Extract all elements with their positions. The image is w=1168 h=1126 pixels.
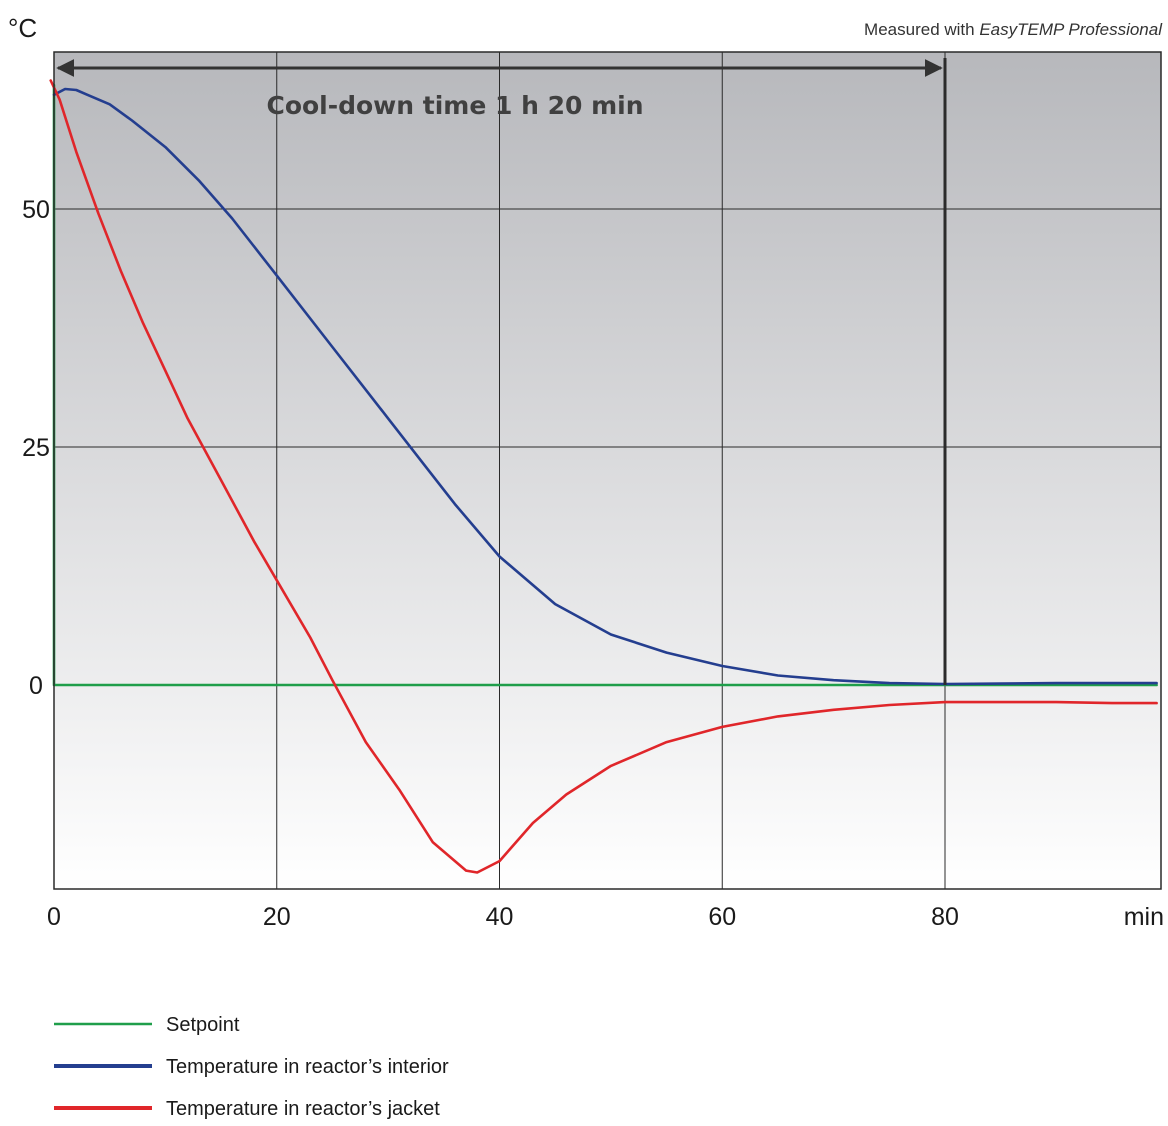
legend-label: Temperature in reactor’s jacket	[166, 1098, 440, 1120]
annotation-layer: Cool-down time 1 h 20 min	[56, 58, 947, 685]
cooldown-annotation: Cool-down time 1 h 20 min	[266, 91, 643, 120]
measured-prefix: Measured with	[864, 20, 979, 39]
y-axis-label: °C	[8, 13, 37, 43]
y-tick-label: 0	[29, 672, 43, 700]
plot-background	[54, 52, 1161, 889]
measured-with-note: Measured with EasyTEMP Professional	[864, 20, 1163, 39]
legend-label: Setpoint	[166, 1014, 240, 1036]
x-tick-label: 60	[708, 903, 736, 931]
legend: Setpoint Temperature in reactor’s interio…	[54, 1014, 449, 1120]
plot-frame	[53, 51, 1162, 890]
x-axis-label: min	[1124, 903, 1164, 931]
x-tick-label: 0	[47, 903, 61, 931]
series-line-2	[49, 79, 1158, 874]
measured-software: EasyTEMP Professional	[979, 20, 1163, 39]
x-tick-label: 80	[931, 903, 959, 931]
y-tick-label: 25	[22, 434, 50, 462]
y-tick-label: 50	[22, 196, 50, 224]
x-tick-label: 20	[263, 903, 291, 931]
axis-layer: 0 20 40 60 80 0 25 50 min °C Measured with EasyTEM…	[8, 13, 1164, 931]
legend-label: Temperature in reactor’s interior	[166, 1056, 449, 1078]
x-tick-label: 40	[486, 903, 514, 931]
series-line-1	[52, 87, 1158, 686]
